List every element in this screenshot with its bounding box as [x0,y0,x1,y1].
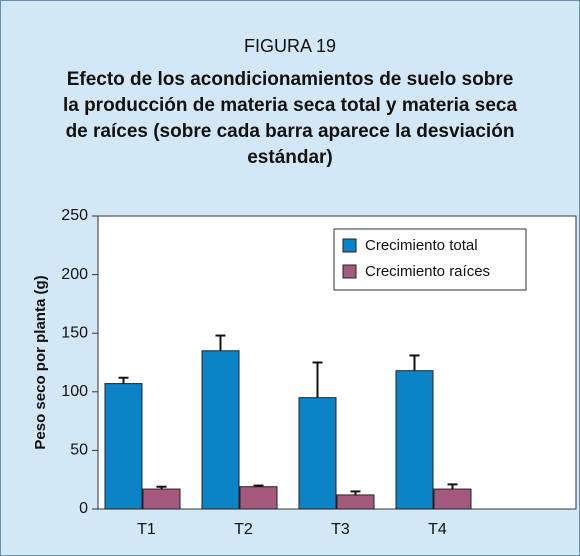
chart-title: estándar) [247,147,333,168]
bar [298,397,337,510]
bar [201,350,240,510]
y-axis-label: Peso seco por planta (g) [32,275,49,449]
x-tick-label: T2 [234,521,253,538]
bar [433,488,472,510]
y-tick-label: 50 [70,442,88,459]
chart-title: la producción de materia seca total y ma… [63,95,518,116]
bar [336,494,375,510]
legend-label: Crecimiento raíces [365,263,490,280]
chart-title: Efecto de los acondicionamientos de suel… [67,69,514,90]
bar [142,488,181,510]
y-tick-label: 0 [79,500,88,517]
bar [104,383,143,510]
x-tick-label: T3 [331,521,350,538]
y-tick-label: 100 [61,383,88,400]
x-tick-label: T4 [428,521,447,538]
y-tick-label: 200 [61,266,88,283]
x-tick-label: T1 [137,521,156,538]
legend-swatch [342,238,357,253]
figure-label: FIGURA 19 [244,36,336,56]
bar [239,486,278,510]
legend-swatch [342,264,357,279]
chart-title: de raíces (sobre cada barra aparece la d… [66,121,515,142]
legend-label: Crecimiento total [365,237,478,254]
y-tick-label: 150 [61,324,88,341]
y-tick-label: 250 [61,207,88,224]
legend-box [333,228,527,291]
bar [395,370,434,510]
